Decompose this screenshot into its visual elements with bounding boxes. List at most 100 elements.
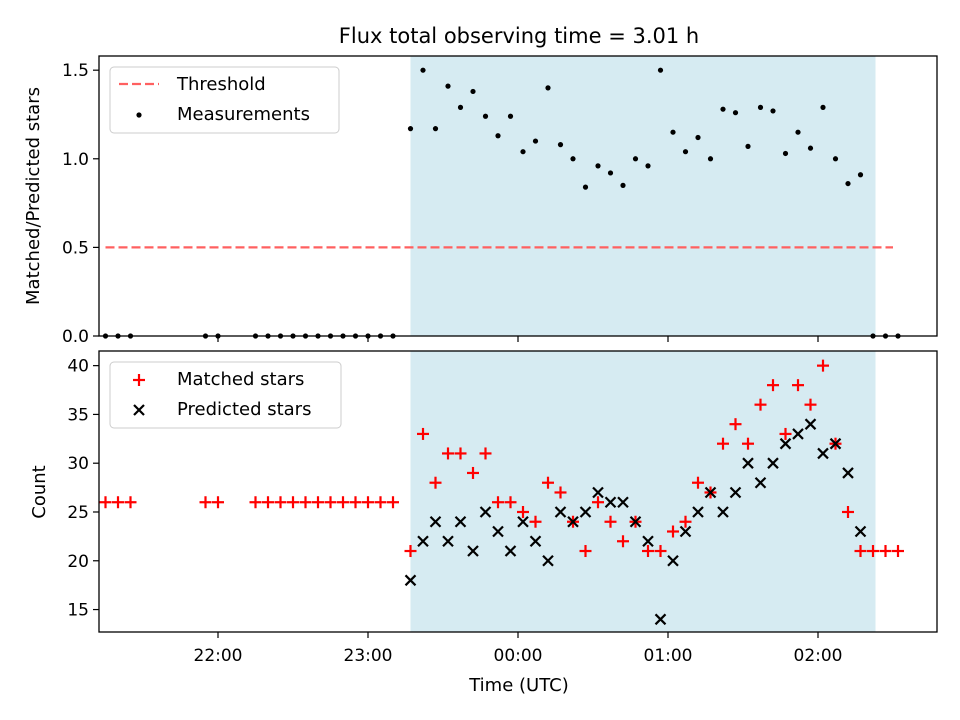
matched-star-point <box>592 496 604 509</box>
top-panel: 0.0 0.5 1.0 1.5 Matched/Predicted stars Thr… <box>23 55 938 347</box>
matched-star-point <box>617 535 629 548</box>
bottom-x-axis: 22:00 23:00 00:00 01:00 02:00 <box>194 632 843 666</box>
measurement-point <box>482 113 489 119</box>
matched-star-point <box>362 496 374 509</box>
top-legend: Threshold Measurements <box>109 66 340 134</box>
matched-star-point <box>767 379 779 392</box>
measurement-point <box>820 104 826 110</box>
measurement-point <box>645 163 651 169</box>
matched-star-point <box>492 496 504 509</box>
measurement-point <box>770 108 776 114</box>
matched-star-point <box>429 476 442 489</box>
matched-star-point <box>124 496 137 509</box>
matched-star-point <box>842 505 854 518</box>
matched-star-point <box>667 525 679 538</box>
measurement-point <box>845 180 851 187</box>
x-tick-label: 01:00 <box>644 646 693 666</box>
predicted-star-point <box>579 506 592 518</box>
matched-star-point <box>867 545 879 558</box>
measurement-point <box>745 143 751 149</box>
matched-star-point <box>879 545 892 558</box>
matched-star-point <box>817 359 829 372</box>
top-y-axis: 0.0 0.5 1.0 1.5 <box>62 61 99 347</box>
x-tick-label: 02:00 <box>794 646 843 666</box>
predicted-star-point <box>742 457 754 469</box>
measurement-point <box>457 104 464 110</box>
measurement-point <box>570 156 576 162</box>
matched-star-point <box>417 427 429 440</box>
measurement-point <box>795 129 801 135</box>
predicted-star-point <box>804 418 817 430</box>
measurement-point <box>420 67 426 73</box>
measurement-point <box>545 85 551 91</box>
predicted-star-point <box>404 574 417 587</box>
bottom-legend: Matched stars Predicted stars <box>109 361 342 429</box>
matched-star-point <box>212 496 224 509</box>
matched-star-point <box>287 496 299 509</box>
bottom-observing-window <box>410 351 876 632</box>
predicted-star-point <box>517 515 529 528</box>
measurements-legend-swatch <box>136 112 142 118</box>
top-y-axis-label: Matched/Predicted stars <box>23 87 44 305</box>
predicted-star-point <box>479 506 492 518</box>
matched-star-point <box>792 379 804 392</box>
matched-star-point <box>742 437 754 450</box>
matched-star-point <box>199 496 212 509</box>
predicted-star-point <box>542 554 554 567</box>
measurement-point <box>682 149 689 155</box>
predicted-star-point <box>629 515 642 528</box>
matched-star-point <box>249 496 262 509</box>
chart-title: Flux total observing time = 3.01 h <box>339 24 699 48</box>
matched-legend-swatch <box>133 374 145 386</box>
predicted-star-point <box>604 496 617 509</box>
matched-star-point <box>779 427 792 440</box>
legend-label-matched: Matched stars <box>177 369 304 390</box>
measurement-point <box>407 126 414 132</box>
predicted-star-point <box>842 467 854 479</box>
predicted-star-point <box>592 486 604 499</box>
matched-star-point <box>467 466 479 479</box>
matched-star-point <box>442 447 454 460</box>
matched-star-point <box>679 515 692 528</box>
predicted-star-point <box>667 554 679 567</box>
predicted-star-point <box>792 428 804 440</box>
predicted-star-point <box>642 535 654 548</box>
measurement-point <box>495 133 501 139</box>
matched-star-point <box>299 496 312 509</box>
matched-star-point <box>312 496 324 509</box>
measurement-point <box>470 88 476 95</box>
matched-star-point <box>554 486 567 499</box>
y-tick-label: 0.5 <box>62 238 89 258</box>
measurement-point <box>432 126 439 132</box>
predicted-star-point <box>767 457 779 469</box>
matched-star-point <box>374 496 387 509</box>
predicted-star-point <box>567 515 579 528</box>
matched-star-point <box>642 545 654 558</box>
predicted-star-point <box>704 486 717 499</box>
y-tick-label: 1.0 <box>62 150 89 170</box>
matched-star-point <box>529 515 542 528</box>
y-tick-label: 15 <box>67 601 89 621</box>
legend-label-predicted: Predicted stars <box>177 399 311 420</box>
predicted-star-point <box>504 545 517 557</box>
measurement-point <box>582 184 589 190</box>
predicted-star-point <box>617 496 629 509</box>
matched-star-point <box>387 496 399 509</box>
top-legend-box <box>109 66 340 134</box>
matched-star-point <box>717 437 729 450</box>
predicted-star-point <box>754 476 767 489</box>
predicted-star-point <box>679 525 692 538</box>
y-tick-label: 1.5 <box>62 61 89 81</box>
y-tick-label: 25 <box>67 503 89 523</box>
matched-star-point <box>324 496 337 509</box>
predicted-star-point <box>654 613 667 626</box>
predicted-star-point <box>454 515 467 528</box>
matched-star-point <box>404 545 417 558</box>
measurement-point <box>695 134 701 141</box>
bottom-y-axis: 15 20 25 30 35 40 <box>67 357 99 621</box>
matched-star-point <box>754 398 767 411</box>
predicted-star-point <box>467 545 479 557</box>
predicted-star-point <box>817 447 829 460</box>
y-tick-label: 20 <box>67 552 89 572</box>
measurement-point <box>782 150 789 157</box>
